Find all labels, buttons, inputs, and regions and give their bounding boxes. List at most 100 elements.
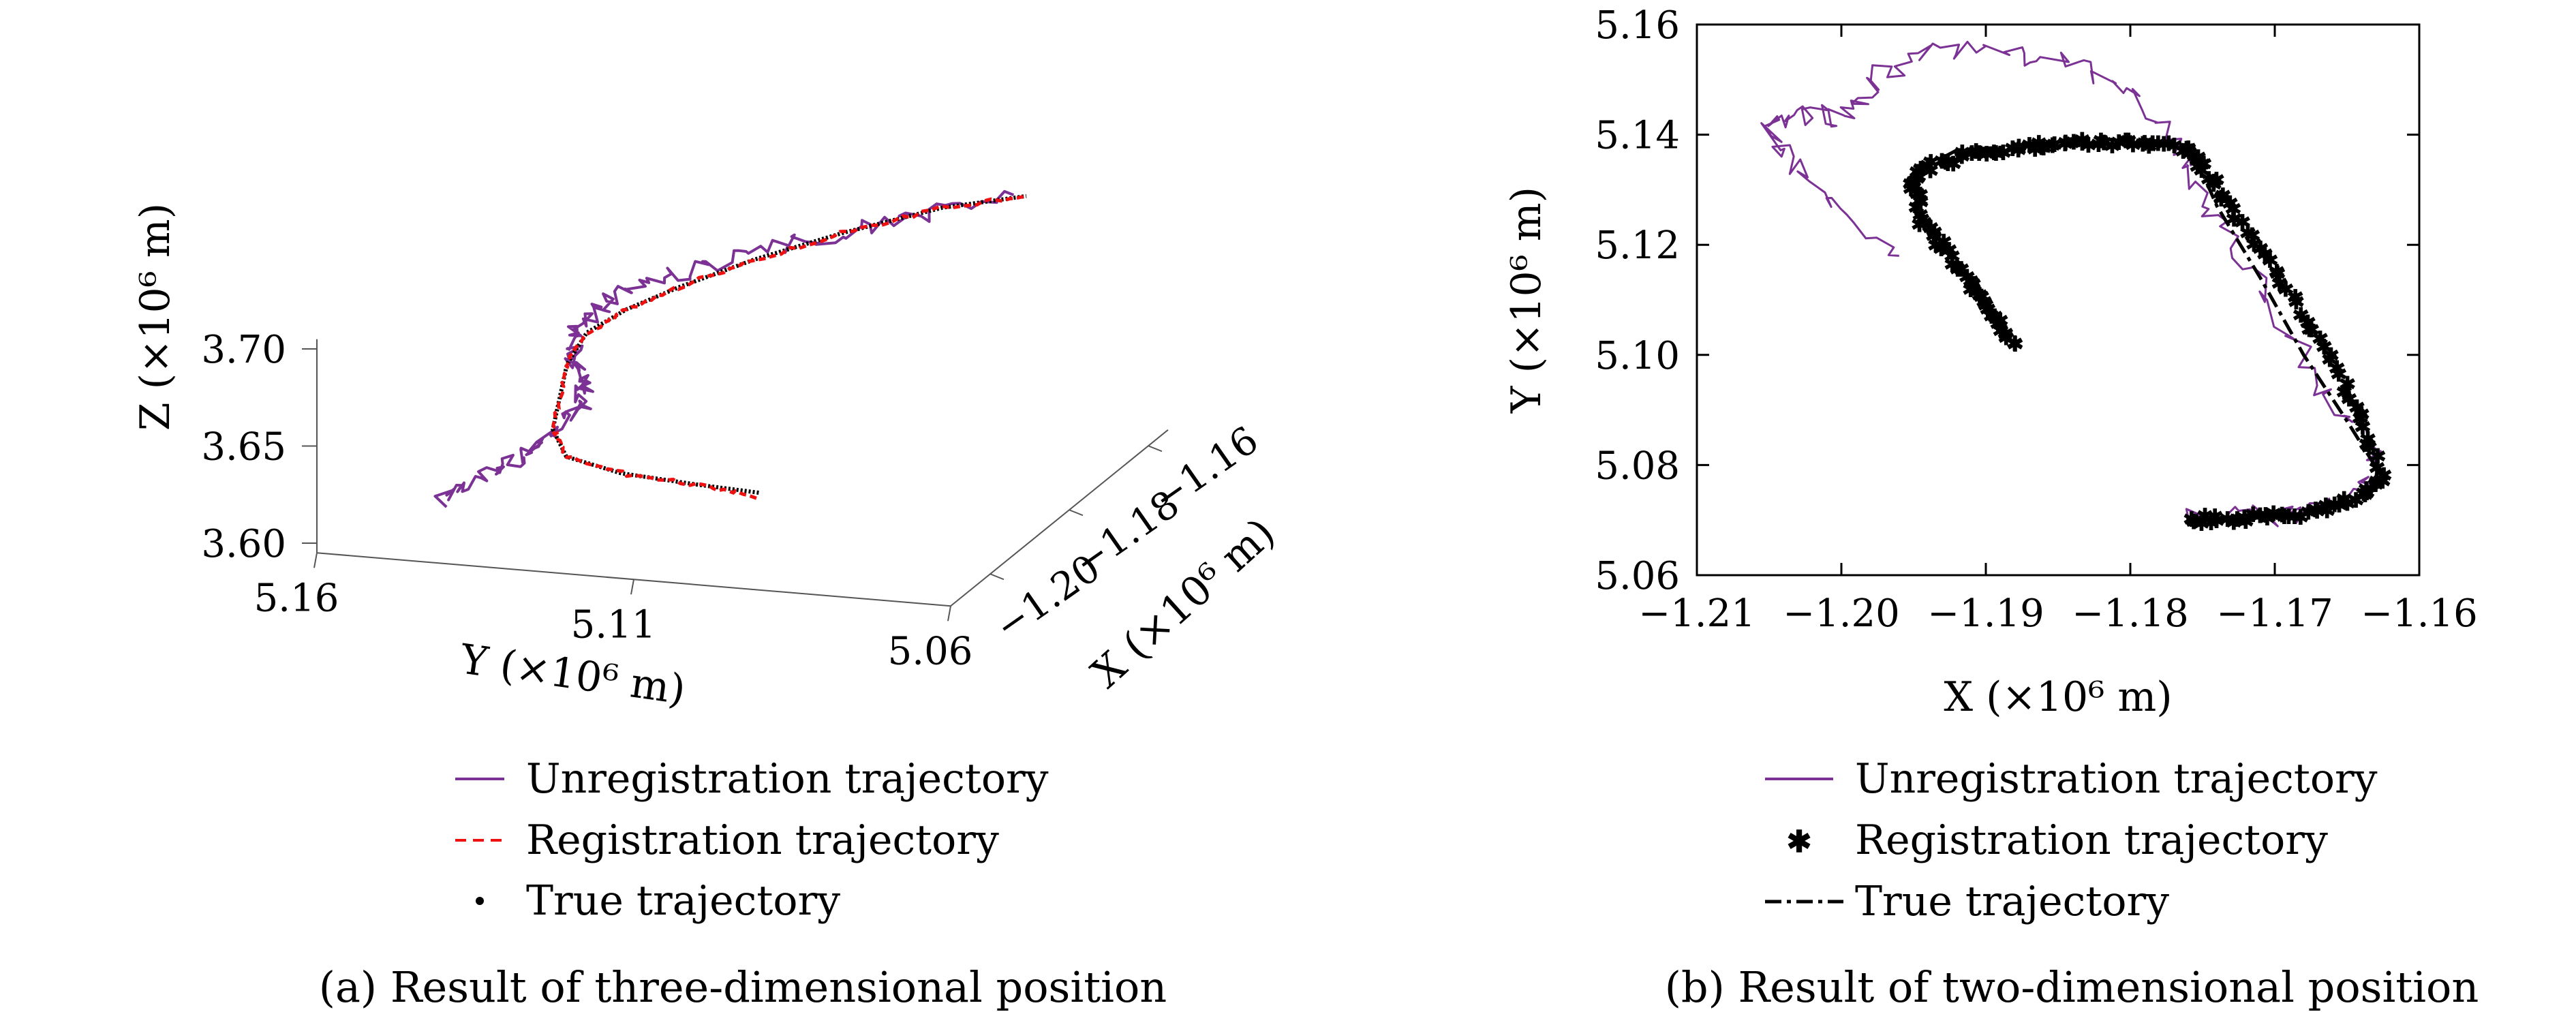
- reg-markers-2d: ✱✱✱✱✱✱✱✱✱✱✱✱✱✱✱✱✱✱✱✱✱✱✱✱✱✱✱✱✱✱✱✱✱✱✱✱✱✱✱✱…: [1902, 129, 2393, 536]
- reg-star-marker: ✱: [2330, 363, 2347, 387]
- reg-star-marker: ✱: [1925, 225, 1942, 249]
- unreg-trajectory-2d: [1760, 40, 2389, 527]
- reg-star-marker: ✱: [1985, 142, 2002, 166]
- reg-star-marker: ✱: [2237, 510, 2254, 534]
- reg-star-marker: ✱: [2286, 505, 2303, 529]
- reg-star-marker: ✱: [2196, 505, 2213, 529]
- reg-star-marker: ✱: [2065, 131, 2082, 155]
- reg-star-marker: ✱: [1979, 298, 1996, 322]
- reg-star-marker: ✱: [1997, 322, 2014, 346]
- y-tick-label: 5.14: [1595, 114, 1680, 158]
- axes-3d: [316, 339, 1169, 607]
- reg-star-marker: ✱: [1909, 161, 1926, 185]
- x-tick-mark: [990, 573, 1005, 581]
- reg-star-marker: ✱: [2111, 131, 2128, 155]
- reg-trajectory-3d: [550, 194, 1027, 500]
- legend-label-reg: Registration trajectory: [526, 816, 999, 864]
- reg-star-marker: ✱: [2265, 502, 2282, 526]
- reg-star-marker: ✱: [2271, 272, 2288, 296]
- reg-star-marker: ✱: [2006, 333, 2023, 356]
- reg-star-marker: ✱: [2303, 319, 2320, 343]
- reg-star-marker: ✱: [1912, 204, 1929, 228]
- reg-star-marker: ✱: [2252, 237, 2269, 261]
- caption-a: (a) Result of three-dimensional position: [319, 962, 1167, 1012]
- x-axis-line: [950, 429, 1169, 607]
- reg-star-marker: ✱: [2030, 132, 2047, 155]
- panel-2d: −1.21 −1.20 −1.19 −1.18 −1.17 −1.16 5.06 5.08 5.…: [1503, 3, 2478, 721]
- legend-label-unreg: Unregistration trajectory: [1855, 755, 2378, 803]
- legend-label-reg: Registration trajectory: [1855, 816, 2328, 864]
- reg-star-marker: ✱: [2277, 278, 2294, 302]
- reg-star-marker: ✱: [2239, 221, 2256, 245]
- reg-star-marker: ✱: [2340, 388, 2357, 412]
- reg-star-marker: ✱: [1912, 189, 1929, 213]
- series-2d: ✱✱✱✱✱✱✱✱✱✱✱✱✱✱✱✱✱✱✱✱✱✱✱✱✱✱✱✱✱✱✱✱✱✱✱✱✱✱✱✱…: [1760, 40, 2393, 536]
- reg-star-marker: ✱: [2207, 506, 2224, 530]
- reg-star-marker: ✱: [2352, 407, 2369, 431]
- reg-star-marker: ✱: [2006, 333, 2023, 356]
- reg-star-marker: ✱: [2301, 318, 2318, 342]
- reg-star-marker: ✱: [2092, 129, 2109, 153]
- reg-star-marker: ✱: [1912, 191, 1929, 215]
- reg-star-marker: ✱: [2257, 504, 2274, 528]
- reg-star-marker: ✱: [2120, 129, 2137, 153]
- reg-star-marker: ✱: [2027, 138, 2044, 162]
- reg-star-marker: ✱: [2004, 138, 2021, 162]
- y-tick-label: 5.11: [571, 602, 656, 647]
- reg-star-marker: ✱: [2245, 233, 2263, 257]
- reg-star-marker: ✱: [2074, 129, 2091, 153]
- reg-star-marker: ✱: [2322, 344, 2340, 368]
- legend-label-unreg: Unregistration trajectory: [526, 755, 1049, 803]
- reg-star-marker: ✱: [2226, 208, 2243, 232]
- reg-star-marker: ✱: [2225, 511, 2242, 535]
- reg-star-marker: ✱: [1937, 151, 1954, 175]
- tick-labels-3d: 3.703.653.605.165.115.06−1.20−1.18−1.16: [201, 328, 1266, 673]
- series-3d: [433, 189, 1027, 508]
- reg-star-marker: ✱: [2329, 357, 2346, 381]
- y-tick-label: 5.06: [888, 629, 973, 673]
- reg-star-marker: ✱: [2205, 171, 2222, 195]
- reg-star-marker: ✱: [2293, 304, 2310, 328]
- reg-star-marker: ✱: [2339, 373, 2356, 397]
- reg-star-marker: ✱: [2104, 135, 2121, 159]
- plot-frame: [1696, 23, 2421, 577]
- reg-star-marker: ✱: [2269, 262, 2286, 286]
- reg-star-marker: ✱: [2010, 139, 2027, 163]
- reg-star-marker: ✱: [2181, 142, 2198, 166]
- reg-star-marker: ✱: [2033, 136, 2050, 160]
- z-tick-label: 3.65: [201, 425, 286, 470]
- y-axis-label-2d: Y (×10⁶ m): [1503, 187, 1550, 414]
- reg-star-marker: ✱: [2224, 198, 2241, 221]
- reg-star-marker: ✱: [2317, 494, 2334, 518]
- legend-label-true: True trajectory: [526, 877, 840, 925]
- true-trajectory-3d: [551, 194, 1027, 495]
- reg-star-marker: ✱: [2193, 512, 2210, 536]
- y-tick-mark: [313, 553, 318, 568]
- caption-b: (b) Result of two-dimensional position: [1665, 962, 2479, 1012]
- x-tick-label: −1.19: [1927, 592, 2044, 636]
- reg-star-marker: ✱: [2222, 192, 2239, 216]
- reg-star-marker: ✱: [1976, 291, 1993, 315]
- legend-swatch-true: [476, 897, 484, 905]
- reg-star-marker: ✱: [2186, 510, 2203, 534]
- reg-star-marker: ✱: [2243, 224, 2260, 248]
- panel-3d: 3.703.653.605.165.115.06−1.20−1.18−1.16 …: [132, 189, 1285, 714]
- reg-star-marker: ✱: [2193, 159, 2210, 183]
- legend-swatch-reg-star: ✱: [1787, 825, 1812, 859]
- x-axis-label-2d: X (×10⁶ m): [1944, 673, 2172, 721]
- reg-star-marker: ✱: [1910, 166, 1927, 189]
- true-trajectory-2d: [1912, 142, 2386, 522]
- reg-star-marker: ✱: [2326, 493, 2343, 517]
- reg-star-marker: ✱: [2321, 348, 2338, 372]
- reg-star-marker: ✱: [2348, 396, 2365, 420]
- reg-star-marker: ✱: [1963, 142, 1980, 166]
- reg-star-marker: ✱: [2203, 512, 2220, 536]
- legend-a: Unregistration trajectory Registration t…: [455, 755, 1049, 925]
- y-tick-mark: [630, 579, 634, 595]
- reg-star-marker: ✱: [2268, 260, 2285, 284]
- y-tick-label: 5.12: [1595, 224, 1680, 268]
- z-axis-label: Z (×10⁶ m): [132, 203, 179, 431]
- y-tick-label: 5.08: [1595, 444, 1680, 488]
- y-tick-label: 5.16: [1595, 3, 1680, 48]
